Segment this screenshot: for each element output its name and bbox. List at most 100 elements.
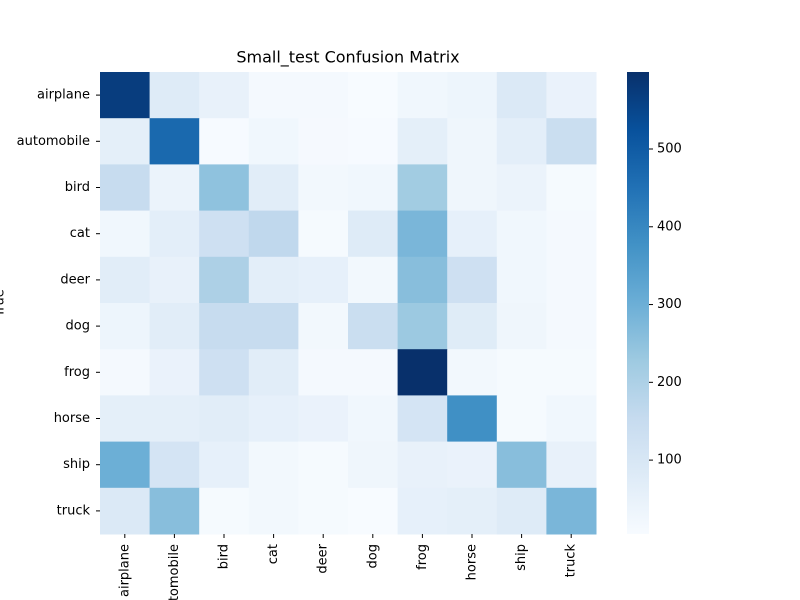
heatmap-cell — [199, 441, 250, 489]
colorbar-tick-label: 500 — [657, 142, 682, 157]
heatmap-cell — [447, 395, 498, 443]
heatmap-cell — [447, 118, 498, 165]
heatmap-cell — [298, 395, 349, 443]
heatmap-cell — [397, 118, 448, 165]
heatmap-cell — [397, 210, 448, 258]
heatmap-cell — [298, 349, 349, 396]
heatmap-cell — [546, 303, 597, 350]
heatmap-cell — [149, 210, 200, 258]
heatmap-cell — [199, 118, 250, 165]
heatmap-cell — [149, 441, 200, 489]
heatmap-cell — [100, 72, 151, 119]
heatmap-cell — [248, 210, 299, 258]
heatmap-cell — [100, 256, 151, 304]
y-tick-label: truck — [57, 503, 91, 518]
heatmap-cell — [100, 118, 151, 165]
y-tick-label: ship — [63, 457, 90, 472]
heatmap-cell — [149, 72, 200, 119]
heatmap-cell — [199, 256, 250, 304]
heatmap-cell — [496, 210, 547, 258]
x-tick-label: airplane — [117, 544, 132, 597]
heatmap-cell — [248, 118, 299, 165]
x-tick-label: automobile — [167, 544, 182, 600]
x-tick-label: cat — [266, 544, 281, 564]
heatmap-cell — [248, 256, 299, 304]
y-tick-label: cat — [70, 226, 90, 241]
heatmap-cell — [496, 72, 547, 119]
x-tick-label: ship — [514, 544, 529, 571]
heatmap-cell — [546, 164, 597, 212]
heatmap-cell — [248, 395, 299, 443]
heatmap-cell — [298, 72, 349, 119]
x-tick-label: frog — [415, 544, 430, 570]
y-tick-label: automobile — [17, 134, 90, 149]
heatmap-cell — [248, 72, 299, 119]
heatmap-cell — [348, 395, 399, 443]
heatmap-cell — [496, 395, 547, 443]
heatmap-cell — [348, 256, 399, 304]
heatmap-cell — [546, 395, 597, 443]
heatmap-cell — [100, 303, 151, 350]
heatmap-cell — [447, 303, 498, 350]
y-tick-label: frog — [64, 365, 90, 380]
heatmap-cell — [496, 164, 547, 212]
heatmap-cell — [149, 349, 200, 396]
heatmap-cell — [397, 164, 448, 212]
heatmap-cell — [546, 118, 597, 165]
colorbar-tick-label: 200 — [657, 375, 682, 390]
heatmap-cell — [496, 441, 547, 489]
heatmap-cell — [447, 164, 498, 212]
heatmap-cell — [447, 210, 498, 258]
heatmap-cell — [447, 72, 498, 119]
heatmap-cell — [397, 395, 448, 443]
heatmap-cell — [100, 441, 151, 489]
heatmap-cell — [496, 349, 547, 396]
heatmap-cell — [100, 210, 151, 258]
colorbar — [627, 72, 649, 534]
heatmap-cell — [149, 164, 200, 212]
heatmap-cell — [298, 256, 349, 304]
heatmap-cell — [496, 487, 547, 535]
heatmap-cell — [496, 256, 547, 304]
x-tick-label: dog — [365, 544, 380, 568]
heatmap-cell — [496, 118, 547, 165]
heatmap-cell — [546, 210, 597, 258]
heatmap-cell — [199, 210, 250, 258]
heatmap-cell — [447, 441, 498, 489]
heatmap-cell — [348, 349, 399, 396]
heatmap-cell — [397, 487, 448, 535]
x-tick-label: deer — [316, 543, 331, 573]
heatmap-cell — [348, 164, 399, 212]
x-tick-label: bird — [217, 544, 232, 569]
y-tick-label: dog — [66, 319, 90, 334]
heatmap-cell — [149, 487, 200, 535]
heatmap-cell — [397, 303, 448, 350]
heatmap-cell — [248, 487, 299, 535]
colorbar-tick-label: 400 — [657, 219, 682, 234]
heatmap-cell — [397, 72, 448, 119]
heatmap-cell — [298, 441, 349, 489]
heatmap-cell — [298, 303, 349, 350]
heatmap-cell — [100, 395, 151, 443]
y-tick-label: deer — [60, 272, 90, 287]
heatmap-cell — [397, 441, 448, 489]
heatmap-cell — [199, 303, 250, 350]
heatmap-cell — [397, 256, 448, 304]
colorbar-tick-label: 100 — [657, 453, 682, 468]
heatmap-cell — [546, 256, 597, 304]
heatmap-cell — [447, 487, 498, 535]
heatmap-cell — [199, 164, 250, 212]
heatmap-cell — [546, 349, 597, 396]
heatmap-cell — [546, 487, 597, 535]
y-tick-label: bird — [65, 180, 90, 195]
heatmap-cell — [348, 441, 399, 489]
heatmap-cell — [447, 349, 498, 396]
heatmap-cell — [348, 118, 399, 165]
heatmap-cell — [248, 349, 299, 396]
heatmap-cell — [298, 210, 349, 258]
heatmap-cell — [546, 72, 597, 119]
heatmap-cell — [149, 118, 200, 165]
heatmap-cell — [348, 210, 399, 258]
chart-title: Small_test Confusion Matrix — [236, 48, 459, 68]
